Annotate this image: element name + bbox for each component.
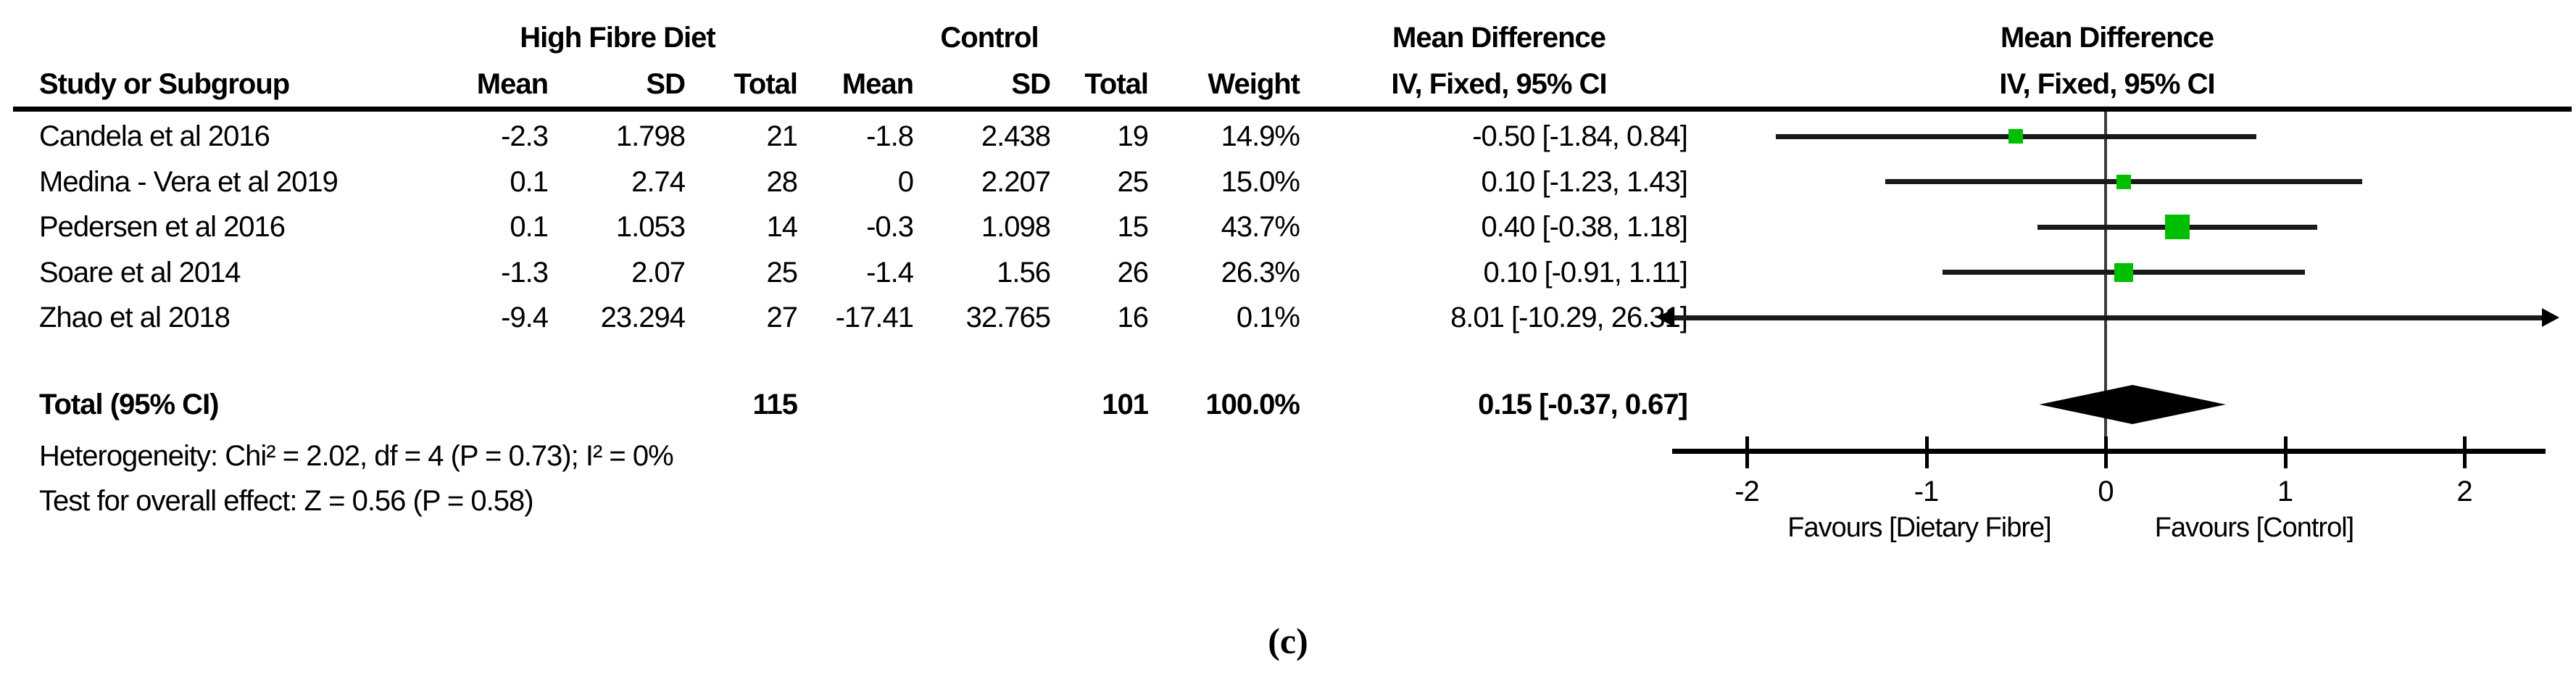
study-name: Candela et al 2016: [39, 120, 270, 152]
ctrl-sd-cell: 1.56: [997, 256, 1051, 289]
header-rule: [13, 107, 2572, 112]
exp-total-cell: 21: [766, 120, 798, 152]
column-header-exp-total: Total: [734, 68, 798, 100]
column-header-ci: IV, Fixed, 95% CI: [1391, 68, 1607, 100]
favours-right-label: Favours [Control]: [2154, 513, 2354, 543]
exp-sd-cell: 1.053: [615, 211, 686, 243]
study-name: Zhao et al 2018: [39, 302, 230, 333]
column-header-ctrl-mean: Mean: [842, 68, 914, 100]
column-header-ctrl-sd: SD: [1011, 68, 1051, 100]
ctrl-sd-cell: 32.765: [965, 302, 1051, 333]
overall-effect-text: Test for overall effect: Z = 0.56 (P = 0…: [39, 485, 534, 517]
exp-mean-cell: 0.1: [510, 165, 549, 198]
weight-square: [2165, 215, 2190, 239]
column-header-exp-sd: SD: [646, 68, 686, 100]
exp-sd-cell: 23.294: [600, 302, 686, 333]
x-axis-tick: [2104, 436, 2108, 468]
exp-mean-cell: 0.1: [510, 211, 549, 243]
ci-arrow-left: [1657, 308, 1675, 327]
x-axis-tick-label: 1: [2277, 476, 2293, 507]
total-ci-text: 0.15 [-0.37, 0.67]: [1478, 389, 1688, 420]
weight-cell: 0.1%: [1236, 302, 1300, 333]
group-header-experimental: High Fibre Diet: [520, 22, 715, 54]
ctrl-sd-cell: 2.207: [981, 165, 1051, 198]
x-axis-tick-label: -1: [1914, 476, 1940, 507]
pooled-diamond: [2039, 385, 2226, 424]
ctrl-mean-cell: -1.4: [866, 256, 914, 289]
favours-left-label: Favours [Dietary Fibre]: [1787, 513, 2051, 543]
column-header-study: Study or Subgroup: [39, 68, 290, 100]
weight-square: [2116, 174, 2131, 189]
plot-header-mean-difference: Mean Difference: [2000, 22, 2214, 54]
ci-text-cell: 0.10 [-1.23, 1.43]: [1481, 165, 1688, 198]
ctrl-total-cell: 15: [1117, 211, 1149, 243]
plot-header-ci: IV, Fixed, 95% CI: [1999, 68, 2215, 100]
zero-line: [2104, 112, 2107, 451]
ctrl-sd-cell: 1.098: [981, 211, 1051, 243]
column-header-weight: Weight: [1208, 68, 1300, 100]
ci-text-cell: 8.01 [-10.29, 26.31]: [1450, 302, 1688, 333]
weight-cell: 43.7%: [1221, 211, 1300, 243]
exp-total-cell: 27: [766, 302, 798, 333]
x-axis-line: [1672, 449, 2546, 454]
total-ctrl-n: 101: [1102, 389, 1149, 420]
x-axis-tick-label: 0: [2098, 476, 2114, 507]
exp-mean-cell: -1.3: [501, 256, 549, 289]
column-header-mean-difference: Mean Difference: [1392, 22, 1606, 54]
ci-text-cell: -0.50 [-1.84, 0.84]: [1472, 120, 1688, 152]
exp-sd-cell: 2.74: [631, 165, 686, 198]
exp-total-cell: 14: [766, 211, 798, 243]
exp-mean-cell: -2.3: [501, 120, 549, 152]
exp-total-cell: 28: [766, 165, 798, 198]
heterogeneity-text: Heterogeneity: Chi² = 2.02, df = 4 (P = …: [39, 440, 674, 472]
study-name: Soare et al 2014: [39, 256, 241, 289]
ci-text-cell: 0.40 [-0.38, 1.18]: [1481, 211, 1688, 243]
ctrl-total-cell: 25: [1117, 165, 1149, 198]
column-header-exp-mean: Mean: [476, 68, 549, 100]
x-axis-tick-label: -2: [1734, 476, 1760, 507]
x-axis-tick: [2283, 436, 2288, 468]
study-name: Medina - Vera et al 2019: [39, 165, 338, 198]
study-name: Pedersen et al 2016: [39, 211, 286, 243]
x-axis-tick: [1924, 436, 1929, 468]
total-exp-n: 115: [752, 389, 798, 420]
ci-text-cell: 0.10 [-0.91, 1.11]: [1483, 256, 1688, 289]
x-axis-tick: [1745, 436, 1749, 468]
x-axis-tick: [2463, 436, 2467, 468]
total-label: Total (95% CI): [39, 389, 220, 420]
exp-total-cell: 25: [766, 256, 798, 289]
weight-square: [2114, 262, 2133, 282]
weight-cell: 14.9%: [1221, 120, 1300, 152]
x-axis-tick-label: 2: [2456, 476, 2472, 507]
figure-caption: (c): [1268, 621, 1308, 661]
ctrl-mean-cell: -0.3: [866, 211, 914, 243]
ci-line: [1671, 315, 2546, 320]
column-header-ctrl-total: Total: [1084, 68, 1149, 100]
exp-sd-cell: 1.798: [615, 120, 686, 152]
weight-cell: 26.3%: [1221, 256, 1300, 289]
ctrl-sd-cell: 2.438: [981, 120, 1051, 152]
exp-sd-cell: 2.07: [631, 256, 686, 289]
weight-cell: 15.0%: [1221, 165, 1300, 198]
ctrl-total-cell: 26: [1117, 256, 1149, 289]
ctrl-mean-cell: 0: [897, 165, 914, 198]
ctrl-total-cell: 16: [1117, 302, 1149, 333]
total-weight: 100.0%: [1205, 389, 1300, 420]
ctrl-total-cell: 19: [1117, 120, 1149, 152]
ctrl-mean-cell: -1.8: [866, 120, 914, 152]
exp-mean-cell: -9.4: [501, 302, 549, 333]
weight-square: [2008, 129, 2024, 144]
ci-arrow-right: [2542, 308, 2560, 327]
ctrl-mean-cell: -17.41: [835, 302, 914, 333]
group-header-control: Control: [940, 22, 1039, 54]
